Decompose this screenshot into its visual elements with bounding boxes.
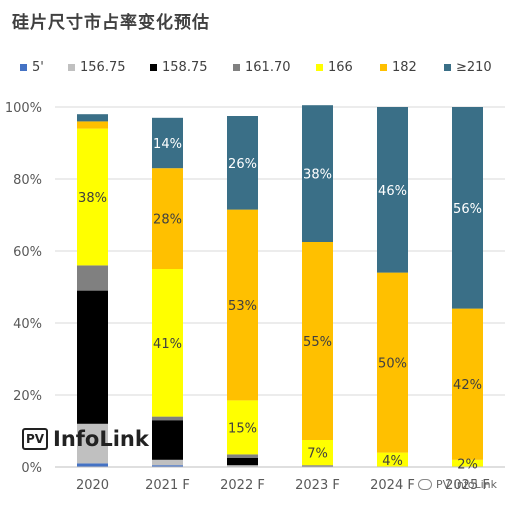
bar-segment <box>77 423 108 464</box>
data-label: 50% <box>378 357 407 372</box>
bar-segment <box>377 107 408 273</box>
legend-swatch <box>68 64 75 71</box>
bar-segment <box>302 105 333 242</box>
data-label: 38% <box>78 191 107 206</box>
legend-swatch <box>233 64 240 71</box>
bar-segment <box>77 114 108 122</box>
bar-segment <box>152 117 183 169</box>
bar-segment <box>77 265 108 291</box>
legend-item: 5' <box>20 60 44 75</box>
legend-label: 182 <box>392 60 417 75</box>
data-label: 26% <box>228 157 257 172</box>
bar-segment <box>77 290 108 424</box>
infolink-logo-text: InfoLink <box>53 427 149 451</box>
bar-segment <box>152 416 183 421</box>
legend-label: 166 <box>328 60 353 75</box>
data-label: 14% <box>153 137 182 152</box>
wechat-watermark: PV InfoLink <box>418 478 497 491</box>
bar-segment <box>152 168 183 269</box>
data-label: 42% <box>453 378 482 393</box>
x-tick-label: 2020 <box>76 478 109 493</box>
x-tick-label: 2022 F <box>220 478 265 493</box>
y-tick-label: 60% <box>13 245 42 260</box>
legend-swatch <box>444 64 451 71</box>
bar-segment <box>152 459 183 466</box>
bar-segment <box>152 420 183 460</box>
y-tick-label: 100% <box>5 101 42 116</box>
bar-segment <box>77 121 108 129</box>
y-tick-label: 40% <box>13 317 42 332</box>
bar-segment <box>377 272 408 453</box>
data-label: 38% <box>303 168 332 183</box>
bar-segment <box>302 465 333 467</box>
bar-segment <box>227 400 258 455</box>
wechat-icon <box>418 479 432 490</box>
bar-segment <box>77 128 108 266</box>
bar-segment <box>377 452 408 467</box>
legend-swatch <box>150 64 157 71</box>
legend-item: ≥210 <box>444 60 492 75</box>
legend-label: 5' <box>32 60 44 75</box>
x-tick-label: 2024 F <box>370 478 415 493</box>
pv-logo-badge: PV <box>22 428 48 450</box>
bar-segment <box>152 465 183 467</box>
data-label: 56% <box>453 202 482 217</box>
legend-swatch <box>20 64 27 71</box>
data-label: 41% <box>153 337 182 352</box>
legend-swatch <box>316 64 323 71</box>
bar-segment <box>77 463 108 467</box>
bar-segment <box>302 242 333 440</box>
data-label: 15% <box>228 421 257 436</box>
y-tick-label: 80% <box>13 173 42 188</box>
bar-segment <box>227 454 258 458</box>
legend-swatch <box>380 64 387 71</box>
legend-item: 156.75 <box>68 60 126 75</box>
legend-item: 158.75 <box>150 60 208 75</box>
bar-segment <box>227 465 258 467</box>
x-tick-label: 2025 F <box>445 478 490 493</box>
legend-item: 161.70 <box>233 60 291 75</box>
bar-segment <box>227 209 258 401</box>
data-label: 46% <box>378 184 407 199</box>
x-tick-label: 2023 F <box>295 478 340 493</box>
bar-segment <box>452 107 483 309</box>
legend-item: 182 <box>380 60 417 75</box>
bar-segment <box>227 116 258 210</box>
bar-segment <box>302 440 333 466</box>
data-label: 55% <box>303 335 332 350</box>
chart-title: 硅片尺寸市占率变化预估 <box>12 13 210 33</box>
data-label: 4% <box>382 454 403 469</box>
bar-segment <box>227 458 258 466</box>
legend-label: 158.75 <box>162 60 208 75</box>
infolink-watermark-logo: PV InfoLink <box>22 427 149 451</box>
legend-item: 166 <box>316 60 353 75</box>
legend-label: 156.75 <box>80 60 126 75</box>
wechat-account-label: PV InfoLink <box>436 478 497 491</box>
chart-legend: 5' 156.75 158.75 161.70 166 182 ≥210 <box>0 60 521 80</box>
bar-segment <box>452 459 483 467</box>
y-tick-label: 0% <box>21 461 42 476</box>
data-label: 28% <box>153 213 182 228</box>
data-label: 2% <box>457 457 478 472</box>
y-tick-label: 20% <box>13 389 42 404</box>
bar-segment <box>452 308 483 460</box>
legend-label: ≥210 <box>456 60 492 75</box>
x-tick-label: 2021 F <box>145 478 190 493</box>
legend-label: 161.70 <box>245 60 291 75</box>
bar-segment <box>152 269 183 417</box>
data-label: 7% <box>307 447 328 462</box>
data-label: 53% <box>228 299 257 314</box>
